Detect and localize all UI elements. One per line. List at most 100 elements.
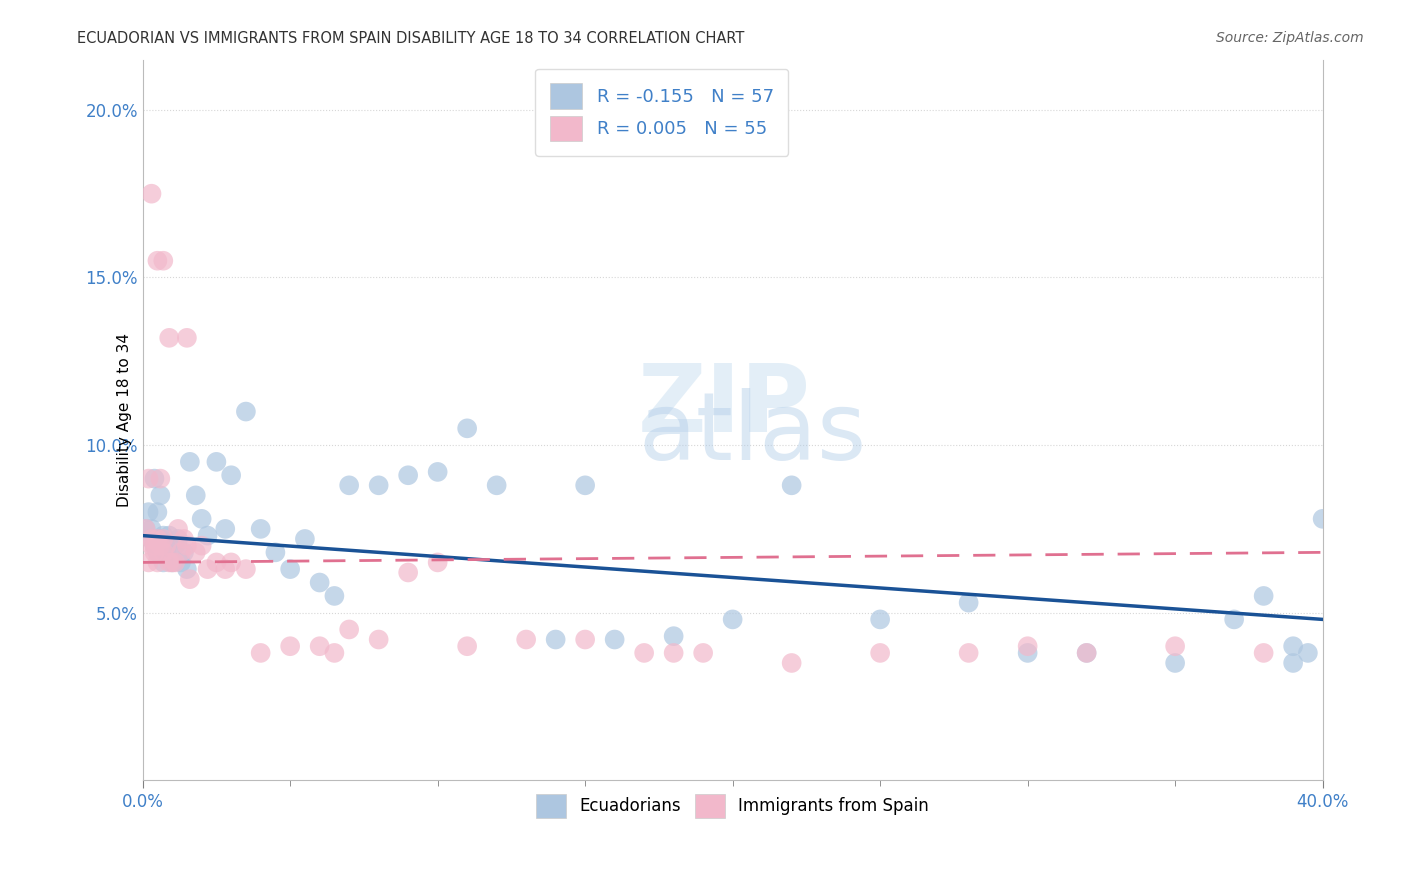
Point bbox=[146, 532, 169, 546]
Legend: Ecuadorians, Immigrants from Spain: Ecuadorians, Immigrants from Spain bbox=[529, 786, 938, 826]
Point bbox=[170, 545, 193, 559]
Point bbox=[155, 539, 177, 553]
Point bbox=[426, 465, 449, 479]
Point bbox=[957, 646, 980, 660]
Text: atlas: atlas bbox=[638, 388, 866, 481]
Point bbox=[1017, 639, 1039, 653]
Point bbox=[308, 639, 330, 653]
Point bbox=[308, 575, 330, 590]
Point bbox=[367, 478, 389, 492]
Point bbox=[138, 472, 160, 486]
Point bbox=[152, 528, 174, 542]
Point bbox=[278, 562, 301, 576]
Point bbox=[456, 639, 478, 653]
Point bbox=[165, 556, 187, 570]
Text: ECUADORIAN VS IMMIGRANTS FROM SPAIN DISABILITY AGE 18 TO 34 CORRELATION CHART: ECUADORIAN VS IMMIGRANTS FROM SPAIN DISA… bbox=[77, 31, 745, 46]
Point bbox=[141, 522, 163, 536]
Point bbox=[544, 632, 567, 647]
Point bbox=[173, 545, 195, 559]
Point bbox=[1076, 646, 1098, 660]
Point bbox=[170, 556, 193, 570]
Point bbox=[662, 646, 685, 660]
Point bbox=[323, 646, 346, 660]
Point bbox=[146, 505, 169, 519]
Point bbox=[135, 522, 157, 536]
Point bbox=[323, 589, 346, 603]
Point bbox=[152, 253, 174, 268]
Point bbox=[184, 488, 207, 502]
Point bbox=[143, 539, 166, 553]
Point bbox=[167, 522, 190, 536]
Point bbox=[141, 532, 163, 546]
Point bbox=[485, 478, 508, 492]
Point bbox=[278, 639, 301, 653]
Point bbox=[152, 556, 174, 570]
Point bbox=[160, 556, 183, 570]
Point bbox=[367, 632, 389, 647]
Point bbox=[264, 545, 287, 559]
Point bbox=[1253, 646, 1275, 660]
Point bbox=[1282, 639, 1305, 653]
Point bbox=[780, 656, 803, 670]
Point bbox=[235, 562, 257, 576]
Point bbox=[662, 629, 685, 643]
Point bbox=[197, 562, 219, 576]
Point bbox=[146, 556, 169, 570]
Point bbox=[143, 545, 166, 559]
Point bbox=[721, 612, 744, 626]
Point bbox=[1017, 646, 1039, 660]
Point bbox=[603, 632, 626, 647]
Point bbox=[176, 539, 198, 553]
Point bbox=[173, 532, 195, 546]
Point bbox=[294, 532, 316, 546]
Y-axis label: Disability Age 18 to 34: Disability Age 18 to 34 bbox=[117, 333, 132, 507]
Point bbox=[337, 623, 360, 637]
Point bbox=[633, 646, 655, 660]
Point bbox=[1253, 589, 1275, 603]
Point bbox=[155, 545, 177, 559]
Point bbox=[146, 253, 169, 268]
Point bbox=[219, 468, 242, 483]
Point bbox=[249, 522, 271, 536]
Point bbox=[396, 468, 419, 483]
Point bbox=[149, 488, 172, 502]
Point bbox=[146, 545, 169, 559]
Point bbox=[869, 612, 891, 626]
Point bbox=[235, 404, 257, 418]
Point bbox=[160, 556, 183, 570]
Point bbox=[152, 532, 174, 546]
Point bbox=[165, 539, 187, 553]
Point bbox=[574, 478, 596, 492]
Point bbox=[149, 532, 172, 546]
Point bbox=[149, 539, 172, 553]
Point bbox=[135, 522, 157, 536]
Point bbox=[1164, 656, 1187, 670]
Point bbox=[1282, 656, 1305, 670]
Point bbox=[574, 632, 596, 647]
Point bbox=[141, 539, 163, 553]
Point bbox=[214, 562, 236, 576]
Point bbox=[1164, 639, 1187, 653]
Point bbox=[214, 522, 236, 536]
Point bbox=[1296, 646, 1319, 660]
Point bbox=[141, 186, 163, 201]
Point bbox=[149, 472, 172, 486]
Point bbox=[167, 532, 190, 546]
Point bbox=[1312, 512, 1334, 526]
Point bbox=[337, 478, 360, 492]
Point bbox=[157, 528, 180, 542]
Point bbox=[205, 455, 228, 469]
Point bbox=[205, 556, 228, 570]
Point bbox=[219, 556, 242, 570]
Point bbox=[456, 421, 478, 435]
Point bbox=[176, 562, 198, 576]
Point bbox=[190, 539, 212, 553]
Point bbox=[1076, 646, 1098, 660]
Point bbox=[179, 455, 201, 469]
Point bbox=[143, 539, 166, 553]
Point bbox=[780, 478, 803, 492]
Point bbox=[184, 545, 207, 559]
Point bbox=[138, 505, 160, 519]
Point bbox=[515, 632, 537, 647]
Point bbox=[869, 646, 891, 660]
